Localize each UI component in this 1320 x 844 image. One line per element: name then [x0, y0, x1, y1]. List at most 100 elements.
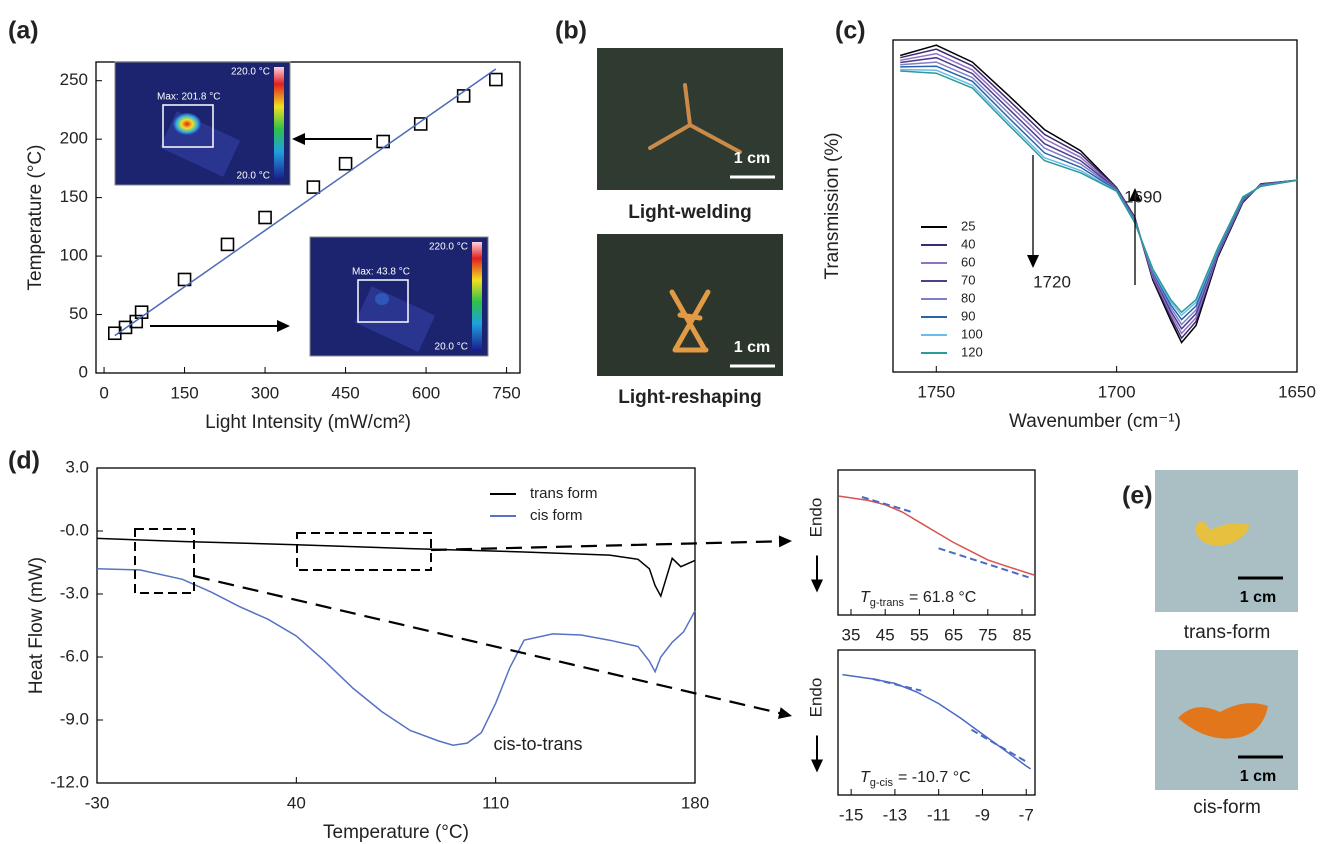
- x-tick-label: 750: [492, 383, 520, 402]
- data-point: [340, 158, 352, 170]
- y-axis-label: Temperature (°C): [25, 145, 46, 291]
- x-tick-label: 0: [99, 383, 108, 402]
- legend-label: trans form: [530, 485, 598, 502]
- legend-label: 40: [961, 236, 975, 251]
- data-line: [900, 70, 1297, 316]
- data-line: [900, 58, 1297, 329]
- x-tick-label: 65: [944, 625, 963, 644]
- x-tick-label: 55: [910, 625, 929, 644]
- plot-frame: [893, 40, 1297, 372]
- annotation: Endo: [806, 678, 825, 718]
- data-point: [307, 181, 319, 193]
- y-axis-label: Heat Flow (mW): [26, 557, 47, 694]
- legend-label: 60: [961, 254, 975, 269]
- tg-subscript: g-trans: [870, 597, 905, 609]
- photo-caption: Light-reshaping: [618, 387, 762, 408]
- tg-subscript: g-cis: [870, 777, 894, 789]
- x-tick-label: 600: [412, 383, 440, 402]
- legend-label: 70: [961, 272, 975, 287]
- tg-label: Tg-trans= 61.8 °C: [860, 589, 976, 609]
- y-tick-label: 50: [69, 304, 88, 323]
- data-line: [97, 569, 695, 745]
- legend-label: 80: [961, 290, 975, 305]
- photo-caption: Light-welding: [628, 202, 751, 223]
- y-tick-label: 3.0: [65, 457, 89, 476]
- x-tick-label: -30: [85, 793, 110, 812]
- data-point: [221, 238, 233, 250]
- x-axis-label: Temperature (°C): [323, 822, 469, 843]
- annotation: 1720: [1033, 272, 1071, 291]
- arrow-head: [811, 760, 823, 773]
- arrow-head: [778, 707, 792, 719]
- arrow-line: [431, 541, 782, 550]
- scale-label: 1 cm: [734, 339, 770, 356]
- hot-spot: [173, 113, 201, 135]
- panel-label: (e): [1122, 482, 1153, 510]
- annotation: Endo: [806, 498, 825, 538]
- x-tick-label: -9: [975, 805, 990, 824]
- data-line: [900, 54, 1297, 334]
- x-tick-label: -11: [927, 805, 950, 824]
- thermal-low: 20.0 °C: [237, 171, 270, 182]
- x-tick-label: 450: [331, 383, 359, 402]
- tg-value: = 61.8 °C: [909, 589, 976, 606]
- y-tick-label: -6.0: [60, 646, 89, 665]
- panel-label: (a): [8, 17, 39, 45]
- x-tick-label: 300: [251, 383, 279, 402]
- x-tick-label: 150: [170, 383, 198, 402]
- legend-label: 90: [961, 308, 975, 323]
- data-line: [900, 71, 1297, 312]
- y-tick-label: 0: [79, 362, 88, 381]
- panel-label: (c): [835, 17, 866, 45]
- data-line: [900, 45, 1297, 342]
- x-tick-label: 35: [842, 625, 861, 644]
- data-line: [900, 66, 1297, 319]
- thermal-max: Max: 43.8 °C: [352, 267, 410, 278]
- y-tick-label: 100: [60, 246, 88, 265]
- arrow-head: [1027, 255, 1039, 268]
- y-axis-label: Transmission (%): [822, 132, 843, 279]
- data-line: [900, 62, 1297, 324]
- x-tick-label: -15: [839, 805, 864, 824]
- color-bar: [274, 67, 284, 180]
- panel-label: (b): [555, 17, 587, 45]
- y-tick-label: -3.0: [60, 583, 89, 602]
- x-axis-label: Light Intensity (mW/cm²): [205, 412, 411, 433]
- legend-label: 25: [961, 218, 975, 233]
- thermal-max: Max: 201.8 °C: [157, 92, 220, 103]
- zoom-box: [135, 529, 194, 593]
- photo-caption: cis-form: [1193, 797, 1261, 818]
- legend-label: cis form: [530, 507, 583, 524]
- x-tick-label: 75: [978, 625, 997, 644]
- tg-value: = -10.7 °C: [898, 769, 971, 786]
- figure: (a)0150300450600750050100150200250Light …: [0, 0, 1320, 844]
- scale-label: 1 cm: [734, 150, 770, 167]
- annotation: 1690: [1124, 187, 1162, 206]
- x-tick-label: 1750: [917, 382, 955, 401]
- data-point: [490, 74, 502, 86]
- color-bar: [472, 242, 482, 351]
- scale-label: 1 cm: [1240, 589, 1276, 606]
- y-tick-label: -0.0: [60, 520, 89, 539]
- x-tick-label: 85: [1013, 625, 1032, 644]
- data-line: [842, 675, 1030, 769]
- data-line: [939, 548, 1029, 577]
- arrow-head: [292, 133, 305, 145]
- x-tick-label: -7: [1019, 805, 1034, 824]
- x-tick-label: 1700: [1098, 382, 1136, 401]
- y-tick-label: 250: [60, 70, 88, 89]
- y-tick-label: -12.0: [50, 772, 89, 791]
- annotation: cis-to-trans: [493, 734, 582, 754]
- x-axis-label: Wavenumber (cm⁻¹): [1009, 411, 1181, 432]
- arrow-head: [277, 320, 290, 332]
- legend-label: 120: [961, 344, 983, 359]
- zoom-box: [297, 533, 431, 570]
- x-tick-label: 45: [876, 625, 895, 644]
- photo-caption: trans-form: [1184, 622, 1271, 643]
- scale-label: 1 cm: [1240, 768, 1276, 785]
- data-point: [259, 212, 271, 224]
- panel-label: (d): [8, 447, 40, 475]
- x-tick-label: -13: [883, 805, 908, 824]
- legend-label: 100: [961, 326, 983, 341]
- hot-spot: [375, 293, 389, 305]
